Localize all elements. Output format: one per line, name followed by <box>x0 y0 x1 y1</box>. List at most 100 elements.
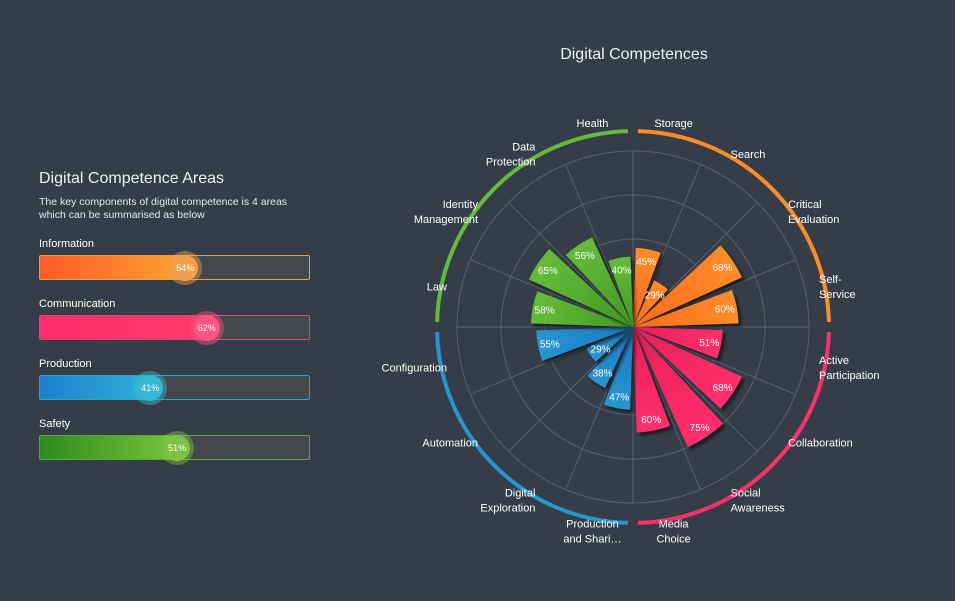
category-label-line: Evaluation <box>788 214 839 226</box>
value-label: 38% <box>593 369 613 380</box>
category-label-line: Service <box>819 289 856 301</box>
progress-knob[interactable]: 54% <box>168 250 203 285</box>
category-label: Active Participation <box>819 355 880 382</box>
progress-value: 41% <box>141 382 160 393</box>
progress-track: 41% <box>39 370 310 405</box>
grid-spoke <box>470 326 634 395</box>
category-label: Digital Exploration <box>480 487 535 514</box>
bar-digital-exploration[interactable] <box>587 327 633 388</box>
category-label-line: Law <box>427 281 447 293</box>
category-label-line: Social <box>731 487 761 499</box>
category-label-line: Digital <box>505 487 536 499</box>
value-label: 60% <box>641 415 661 426</box>
value-label: 29% <box>591 345 611 356</box>
bar-health[interactable] <box>608 256 633 327</box>
category-label-line: Exploration <box>480 502 535 514</box>
category-label-line: Choice <box>656 534 690 546</box>
areas-list: Information 54% Communication 62% Produc… <box>39 238 314 478</box>
panel-title: Digital Competence Areas <box>39 170 224 187</box>
category-label-line: Critical <box>788 199 822 211</box>
progress-value: 62% <box>197 322 216 333</box>
grid-spoke <box>565 326 634 490</box>
category-label-line: Protection <box>486 157 536 169</box>
category-label-line: Participation <box>819 370 880 382</box>
value-label: 58% <box>535 305 555 316</box>
value-label: 68% <box>713 263 733 274</box>
bar-search[interactable] <box>633 280 668 327</box>
area-label: Production <box>39 358 92 370</box>
bar-configuration[interactable] <box>536 327 633 361</box>
value-label: 60% <box>715 305 735 316</box>
bar-social-awareness[interactable] <box>633 327 724 448</box>
value-label: 56% <box>575 251 595 262</box>
category-label-line: Storage <box>654 118 693 130</box>
area-safety: Safety 51% <box>39 418 314 478</box>
polar-bar-chart: Digital Competences Storage Search Critica… <box>382 46 880 546</box>
group-arc-safety <box>435 129 628 322</box>
value-labels: 45% 29% 68% 60% 51% 68% 75% 60% 47% 38% 29% 55% 58% 6… <box>535 251 735 434</box>
category-label-line: Self- <box>819 274 842 286</box>
group-arcs <box>435 129 831 525</box>
grid-spoke <box>470 259 634 328</box>
category-label: Law <box>427 281 447 293</box>
bar-law[interactable] <box>530 291 633 327</box>
category-label-line: Media <box>659 519 690 531</box>
grid-spoke <box>508 326 634 452</box>
grid-spoke <box>632 202 758 328</box>
category-label-line: Configuration <box>382 363 447 375</box>
bar-identity-management[interactable] <box>528 248 633 327</box>
bar-data-protection[interactable] <box>565 237 633 327</box>
category-label: Identity Management <box>414 199 479 226</box>
progress-knob[interactable]: 62% <box>189 310 224 345</box>
group-arc-information <box>638 129 831 322</box>
chart-title: Digital Competences <box>560 46 708 63</box>
category-label-line: Collaboration <box>788 438 853 450</box>
progress-value: 51% <box>168 442 187 453</box>
bar-production-and-shari[interactable] <box>604 327 633 410</box>
value-label: 68% <box>713 383 733 394</box>
value-label: 65% <box>538 266 558 277</box>
bar-collaboration[interactable] <box>633 327 742 409</box>
value-label: 75% <box>690 423 710 434</box>
category-label: Production and Shari… <box>563 519 621 546</box>
area-production: Production 41% <box>39 358 314 418</box>
category-label-line: Search <box>731 149 766 161</box>
grid-spoke <box>632 259 796 328</box>
bar-storage[interactable] <box>633 247 661 327</box>
progress-value: 54% <box>176 262 195 273</box>
category-labels: Storage Search Critical Evaluation Self- Serv… <box>382 118 880 546</box>
category-label: Collaboration <box>788 438 853 450</box>
category-label: Critical Evaluation <box>788 199 839 226</box>
group-arc-communication <box>638 332 831 525</box>
value-label: 55% <box>540 340 560 351</box>
progress-knob[interactable]: 51% <box>160 430 195 465</box>
bar-self-service[interactable] <box>633 290 739 327</box>
bar-active-participation[interactable] <box>633 327 723 359</box>
category-label: Data Protection <box>486 142 536 169</box>
area-label: Communication <box>39 298 116 310</box>
category-label-line: Data <box>512 142 536 154</box>
category-label-line: Active <box>819 355 849 367</box>
value-label: 29% <box>645 291 665 302</box>
value-label: 51% <box>699 338 719 349</box>
progress-track: 62% <box>39 310 310 345</box>
progress-fill <box>40 436 178 459</box>
bar-automation[interactable] <box>586 327 633 362</box>
panel-description: The key components of digital competence… <box>39 196 288 221</box>
value-label: 45% <box>636 257 656 268</box>
area-label: Safety <box>39 418 71 430</box>
bar-media-choice[interactable] <box>633 327 670 433</box>
grid-spoke <box>565 164 634 328</box>
area-label: Information <box>39 238 95 250</box>
category-label-line: Identity <box>443 199 479 211</box>
grid-spoke <box>632 326 758 452</box>
category-label-line: Automation <box>422 438 478 450</box>
category-label-line: and Shari… <box>563 534 621 546</box>
grid-spoke <box>632 164 701 328</box>
polar-grid <box>456 150 810 504</box>
bar-critical-evaluation[interactable] <box>633 245 742 327</box>
category-label: Self- Service <box>819 274 856 301</box>
category-label: Health <box>577 118 609 130</box>
grid-spoke <box>632 326 796 395</box>
progress-knob[interactable]: 41% <box>133 370 168 405</box>
